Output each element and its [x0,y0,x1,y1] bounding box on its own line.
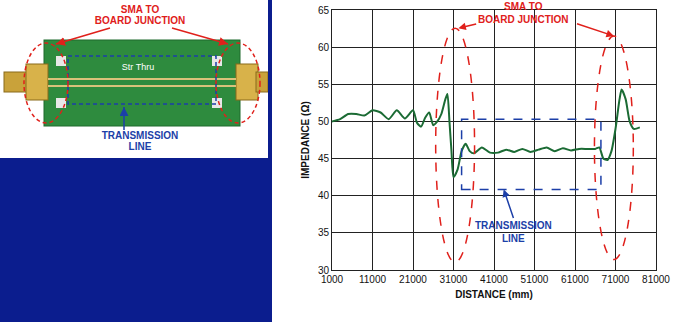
svg-text:51000: 51000 [521,274,549,285]
svg-text:11000: 11000 [359,274,387,285]
svg-text:Str Thru: Str Thru [122,62,154,72]
svg-text:TRANSMISSIONLINE: TRANSMISSIONLINE [102,130,179,152]
svg-text:SMA TOBOARD JUNCTION: SMA TOBOARD JUNCTION [478,1,569,25]
svg-text:21000: 21000 [399,274,427,285]
svg-text:71000: 71000 [602,274,630,285]
svg-text:31000: 31000 [440,274,468,285]
svg-text:DISTANCE (mm): DISTANCE (mm) [455,289,533,300]
svg-text:61000: 61000 [561,274,589,285]
svg-text:IMPEDANCE (Ω): IMPEDANCE (Ω) [300,101,311,178]
svg-text:60: 60 [318,42,330,53]
svg-text:65: 65 [318,5,330,16]
svg-text:41000: 41000 [480,274,508,285]
svg-text:SMA TOBOARD JUNCTION: SMA TOBOARD JUNCTION [95,4,186,26]
svg-text:TRANSMISSIONLINE: TRANSMISSIONLINE [475,220,552,244]
svg-text:45: 45 [318,153,330,164]
svg-text:40: 40 [318,190,330,201]
svg-text:30: 30 [318,265,330,276]
svg-text:1000: 1000 [321,274,344,285]
svg-text:55: 55 [318,79,330,90]
svg-text:81000: 81000 [642,274,670,285]
svg-text:50: 50 [318,116,330,127]
svg-text:35: 35 [318,227,330,238]
